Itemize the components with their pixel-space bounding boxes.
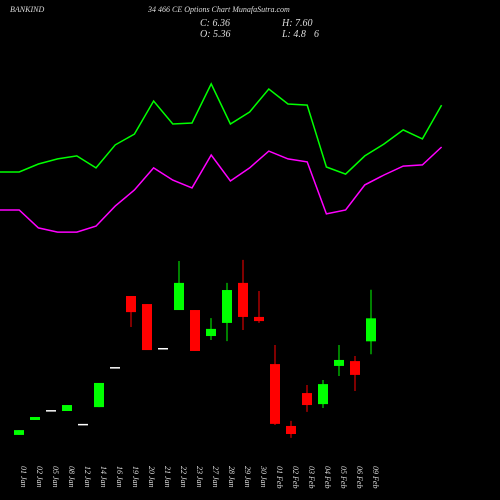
- candle-body: [206, 328, 216, 337]
- candle-body: [78, 423, 88, 426]
- candle-body: [30, 416, 40, 420]
- candle-body: [366, 318, 376, 342]
- close-stat: C: 6.36: [200, 18, 230, 29]
- x-tick-label: 29 Jan: [243, 466, 252, 488]
- x-tick-label: 12 Jan: [83, 466, 92, 488]
- x-tick-label: 08 Jan: [67, 466, 76, 488]
- symbol: BANKIND: [10, 5, 44, 14]
- x-tick-label: 23 Jan: [195, 466, 204, 488]
- x-tick-label: 03 Feb: [307, 466, 316, 488]
- candle-body: [318, 384, 328, 405]
- candle-body: [126, 296, 136, 313]
- candle-body: [254, 316, 264, 322]
- x-tick-label: 04 Feb: [323, 466, 332, 488]
- candle-body: [94, 382, 104, 408]
- candle-body: [350, 361, 360, 375]
- x-tick-label: 19 Jan: [131, 466, 140, 488]
- open-stat: O: 5.36: [200, 29, 231, 40]
- x-tick-label: 30 Jan: [259, 465, 268, 488]
- x-tick-label: 14 Jan: [99, 466, 108, 488]
- candle-body: [46, 410, 56, 412]
- x-tick-label: 02 Feb: [291, 466, 300, 488]
- candle-body: [190, 310, 200, 351]
- chart-title: 34 466 CE Options Chart MunafaSutra.com: [147, 5, 290, 14]
- candle-body: [270, 364, 280, 424]
- extra-stat: 6: [314, 29, 319, 40]
- candle-body: [14, 430, 24, 435]
- candle-body: [286, 425, 296, 435]
- x-tick-label: 02 Jan: [35, 466, 44, 488]
- x-tick-label: 01 Jan: [19, 466, 28, 488]
- low-stat: L: 4.8: [281, 29, 306, 40]
- candle-body: [222, 290, 232, 323]
- candle-body: [302, 393, 312, 406]
- x-tick-label: 28 Jan: [227, 466, 236, 488]
- candle-body: [334, 359, 344, 366]
- candle-body: [238, 282, 248, 317]
- x-tick-label: 01 Feb: [275, 466, 284, 488]
- x-tick-label: 20 Jan: [147, 466, 156, 488]
- x-tick-label: 09 Feb: [371, 466, 380, 488]
- candle-body: [110, 367, 120, 369]
- x-tick-label: 21 Jan: [163, 466, 172, 488]
- indicator-line: [0, 82, 443, 175]
- x-tick-label: 05 Jan: [51, 466, 60, 488]
- x-tick-label: 05 Feb: [339, 466, 348, 488]
- x-tick-label: 06 Feb: [355, 466, 364, 488]
- x-tick-label: 16 Jan: [115, 466, 124, 488]
- indicator-line: [0, 146, 443, 233]
- candle-body: [174, 282, 184, 311]
- candle-body: [158, 347, 168, 350]
- candle-body: [142, 304, 152, 351]
- high-stat: H: 7.60: [281, 18, 313, 29]
- x-tick-label: 22 Jan: [179, 466, 188, 488]
- candle-body: [62, 405, 72, 412]
- x-tick-label: 27 Jan: [211, 466, 220, 488]
